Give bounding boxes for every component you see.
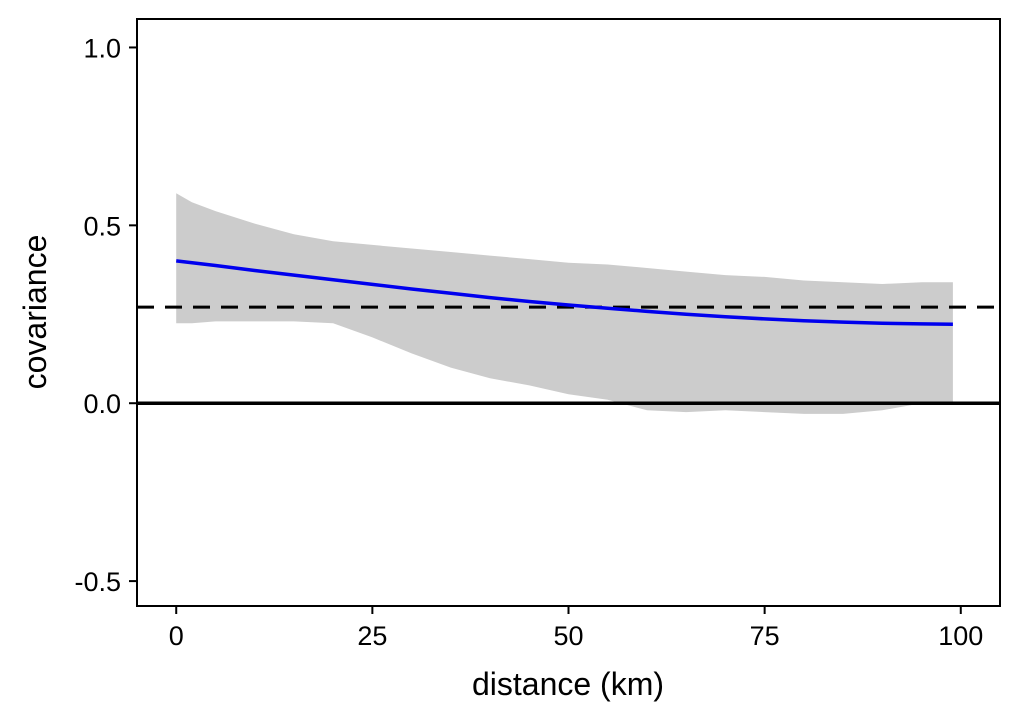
x-axis: 0 25 50 75 100: [169, 606, 983, 651]
y-tick-label: 1.0: [83, 33, 121, 63]
y-tick-label: 0.0: [83, 389, 121, 419]
y-tick-label: 0.5: [83, 211, 121, 241]
x-tick-label: 100: [938, 621, 983, 651]
reference-lines-layer: [137, 305, 1000, 405]
x-tick-label: 75: [750, 621, 780, 651]
series-line-layer: [175, 259, 953, 326]
x-axis-title: distance (km): [472, 666, 664, 702]
y-tick-label: -0.5: [74, 567, 121, 597]
series-line: [175, 259, 953, 326]
x-tick-label: 25: [357, 621, 387, 651]
x-tick-label: 0: [169, 621, 184, 651]
y-axis: -0.5 0.0 0.5 1.0: [74, 33, 137, 597]
x-tick-label: 50: [553, 621, 583, 651]
y-axis-title: covariance: [17, 235, 53, 390]
